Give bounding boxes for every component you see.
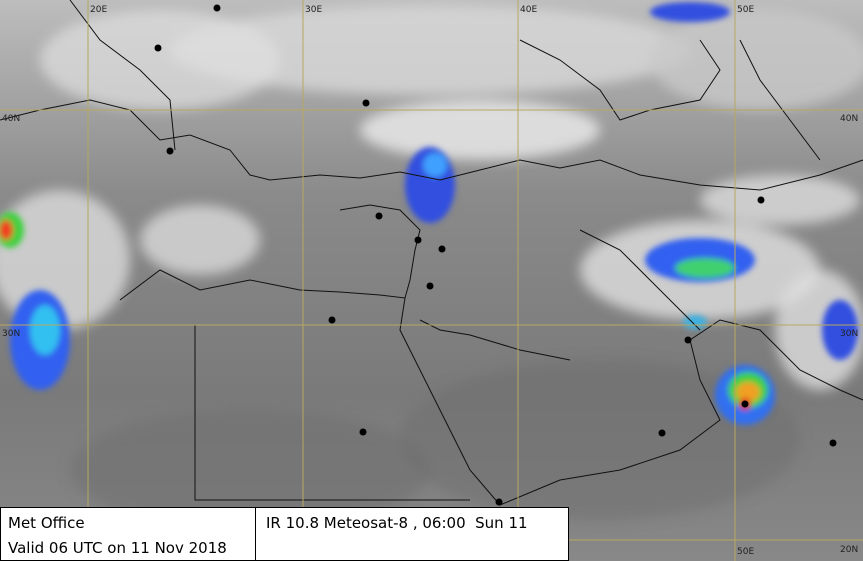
lon-label: 30E [305,5,322,15]
lon-label: 50E [737,5,754,15]
convective-cells [0,2,858,425]
lat-label: 30N [840,329,858,339]
lon-label: 50E [737,547,754,557]
source-text: Met Office [8,514,85,532]
caption-box [255,507,569,561]
lat-label: 30N [2,329,20,339]
city-dots [154,4,837,506]
lat-label: 40N [840,114,858,124]
lat-label: 20N [840,545,858,555]
lon-label: 20E [90,5,107,15]
lat-label: 40N [2,114,20,124]
caption-text: IR 10.8 Meteosat-8 , 06:00 Sun 11 [266,514,528,532]
lon-label: 40E [520,5,537,15]
valid-time-text: Valid 06 UTC on 11 Nov 2018 [8,539,227,557]
coastlines [0,0,863,506]
